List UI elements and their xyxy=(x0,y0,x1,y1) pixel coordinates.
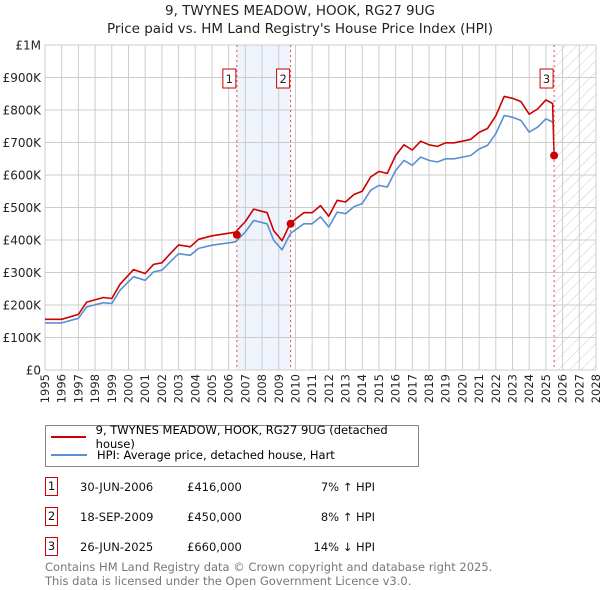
legend: 9, TWYNES MEADOW, HOOK, RG27 9UG (detach… xyxy=(45,423,419,467)
x-tick-label: 2013 xyxy=(339,374,353,403)
footer-licence: This data is licensed under the Open Gov… xyxy=(45,574,412,588)
legend-item-property: 9, TWYNES MEADOW, HOOK, RG27 9UG (detach… xyxy=(51,423,418,451)
x-tick-label: 2011 xyxy=(305,374,319,403)
x-tick-label: 2007 xyxy=(238,374,252,403)
x-tick-label: 1995 xyxy=(38,374,52,403)
x-tick-label: 2025 xyxy=(539,374,553,403)
y-tick-label: £700K xyxy=(3,136,43,150)
x-tick-label: 2010 xyxy=(288,374,302,403)
chart-title: 9, TWYNES MEADOW, HOOK, RG27 9UG xyxy=(165,3,435,19)
x-tick-label: 2012 xyxy=(322,374,336,403)
x-tick-label: 2009 xyxy=(272,374,286,403)
sale-price: £660,000 xyxy=(187,540,242,554)
y-tick-label: £0 xyxy=(26,364,41,378)
legend-label: 9, TWYNES MEADOW, HOOK, RG27 9UG (detach… xyxy=(95,423,388,451)
x-tick-label: 2002 xyxy=(155,374,169,403)
x-tick-label: 2019 xyxy=(439,374,453,403)
y-tick-label: £800K xyxy=(3,104,43,118)
x-tick-label: 2022 xyxy=(489,374,503,403)
x-tick-label: 1998 xyxy=(88,374,102,403)
sale-date: 26-JUN-2025 xyxy=(80,540,154,554)
sale-price: £450,000 xyxy=(187,510,242,524)
sale-label-box xyxy=(276,68,291,89)
x-tick-label: 2021 xyxy=(472,374,486,403)
x-tick-label: 2006 xyxy=(222,374,236,403)
sale-hpi-diff: 7% ↑ HPI xyxy=(320,480,375,494)
sale-label: 1 xyxy=(226,72,233,86)
y-tick-label: £400K xyxy=(3,234,43,248)
x-tick-label: 2017 xyxy=(405,374,419,403)
chart-subtitle: Price paid vs. HM Land Registry's House … xyxy=(107,21,493,37)
sale-hpi-diff: 8% ↑ HPI xyxy=(320,510,375,524)
x-tick-label: 2000 xyxy=(121,374,135,403)
sale-label: 3 xyxy=(543,72,550,86)
hpi-line xyxy=(45,114,553,324)
x-tick-label: 2016 xyxy=(389,374,403,403)
sale-date: 18-SEP-2009 xyxy=(80,510,154,524)
x-tick-label: 2028 xyxy=(589,374,600,403)
y-tick-label: £600K xyxy=(3,169,43,183)
sale-row: 1 30-JUN-2006 £416,000 7% ↑ HPI xyxy=(45,477,375,497)
y-tick-label: £100K xyxy=(3,331,43,345)
sale-row: 3 26-JUN-2025 £660,000 14% ↓ HPI xyxy=(45,537,375,557)
x-tick-label: 2014 xyxy=(355,374,369,403)
sale-label-box xyxy=(222,68,237,89)
x-tick-label: 1999 xyxy=(105,374,119,403)
x-tick-label: 2015 xyxy=(372,374,386,403)
x-tick-label: 2005 xyxy=(205,374,219,403)
x-tick-label: 2004 xyxy=(188,374,202,403)
sale-marker-badge: 2 xyxy=(45,507,58,526)
legend-item-hpi: HPI: Average price, detached house, Hart xyxy=(51,446,335,464)
sale-row: 2 18-SEP-2009 £450,000 8% ↑ HPI xyxy=(45,507,375,527)
y-tick-label: £500K xyxy=(3,201,43,215)
blue-line-swatch xyxy=(51,454,87,456)
x-tick-label: 2026 xyxy=(556,374,570,403)
x-tick-label: 2027 xyxy=(572,374,586,403)
y-tick-label: £200K xyxy=(3,299,43,313)
sale-marker-badge: 1 xyxy=(45,477,58,496)
sale-point xyxy=(232,230,241,239)
sale-date: 30-JUN-2006 xyxy=(80,480,154,494)
sale-label-box xyxy=(539,68,554,89)
footer-copyright: Contains HM Land Registry data © Crown c… xyxy=(45,560,493,574)
x-tick-label: 2001 xyxy=(138,374,152,403)
x-tick-label: 2023 xyxy=(506,374,520,403)
x-tick-label: 2003 xyxy=(172,374,186,403)
x-tick-label: 1997 xyxy=(71,374,85,403)
y-tick-label: £900K xyxy=(3,71,43,85)
sale-hpi-diff: 14% ↓ HPI xyxy=(313,540,375,554)
red-line-swatch xyxy=(51,436,86,438)
x-tick-label: 2020 xyxy=(455,374,469,403)
y-tick-label: £300K xyxy=(3,266,43,280)
x-tick-label: 1996 xyxy=(55,374,69,403)
property-price-line xyxy=(45,95,555,321)
sale-marker-badge: 3 xyxy=(45,537,58,556)
x-tick-label: 2008 xyxy=(255,374,269,403)
sale-point xyxy=(286,219,295,228)
sale-point xyxy=(550,151,559,160)
legend-label: HPI: Average price, detached house, Hart xyxy=(97,448,335,462)
y-tick-label: £1M xyxy=(15,39,41,53)
x-tick-label: 2018 xyxy=(422,374,436,403)
sale-label: 2 xyxy=(279,72,286,86)
x-tick-label: 2024 xyxy=(522,374,536,403)
sale-price: £416,000 xyxy=(187,480,242,494)
